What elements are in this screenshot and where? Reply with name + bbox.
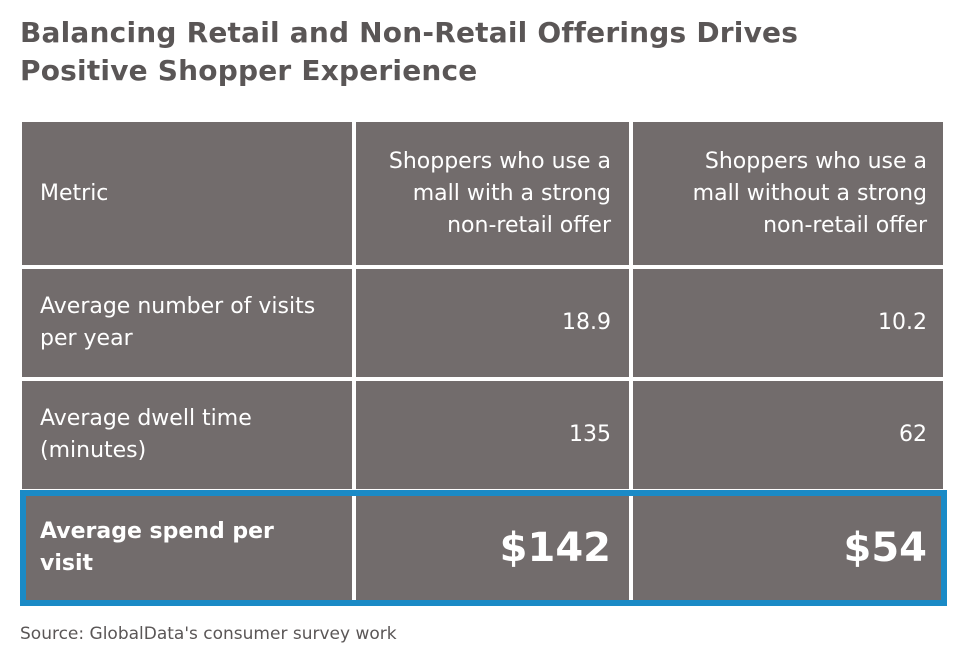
cell-text: Average spend per visit bbox=[40, 519, 274, 576]
cell-text: $142 bbox=[499, 525, 611, 571]
cell-text: 10.2 bbox=[878, 310, 927, 335]
page-title: Balancing Retail and Non-Retail Offering… bbox=[20, 14, 798, 90]
table-cell: 135 bbox=[356, 381, 629, 489]
table-cell: 10.2 bbox=[633, 269, 943, 377]
cell-text: $54 bbox=[843, 525, 928, 571]
title-line-2: Positive Shopper Experience bbox=[20, 54, 478, 87]
table-cell: 18.9 bbox=[356, 269, 629, 377]
cell-text: 62 bbox=[899, 422, 927, 447]
header-text: Shoppers who use a mall without a strong… bbox=[692, 148, 927, 238]
header-text: Metric bbox=[40, 180, 109, 206]
header-without-offer: Shoppers who use a mall without a strong… bbox=[633, 122, 943, 265]
cell-text: Average dwell time (minutes) bbox=[40, 406, 252, 463]
table-cell: $54 bbox=[633, 496, 943, 600]
table-cell: $142 bbox=[356, 496, 629, 600]
header-text: Shoppers who use a mall with a strong no… bbox=[388, 148, 611, 238]
table-cell: 62 bbox=[633, 381, 943, 489]
table-row-label: Average spend per visit bbox=[22, 496, 352, 600]
cell-text: 135 bbox=[569, 422, 611, 447]
cell-text: Average number of visits per year bbox=[40, 294, 316, 351]
table-row-label: Average number of visits per year bbox=[22, 269, 352, 377]
header-with-offer: Shoppers who use a mall with a strong no… bbox=[356, 122, 629, 265]
header-metric: Metric bbox=[22, 122, 352, 265]
cell-text: 18.9 bbox=[562, 310, 611, 335]
table-row-label: Average dwell time (minutes) bbox=[22, 381, 352, 489]
source-note: Source: GlobalData's consumer survey wor… bbox=[20, 624, 397, 644]
title-line-1: Balancing Retail and Non-Retail Offering… bbox=[20, 16, 799, 49]
